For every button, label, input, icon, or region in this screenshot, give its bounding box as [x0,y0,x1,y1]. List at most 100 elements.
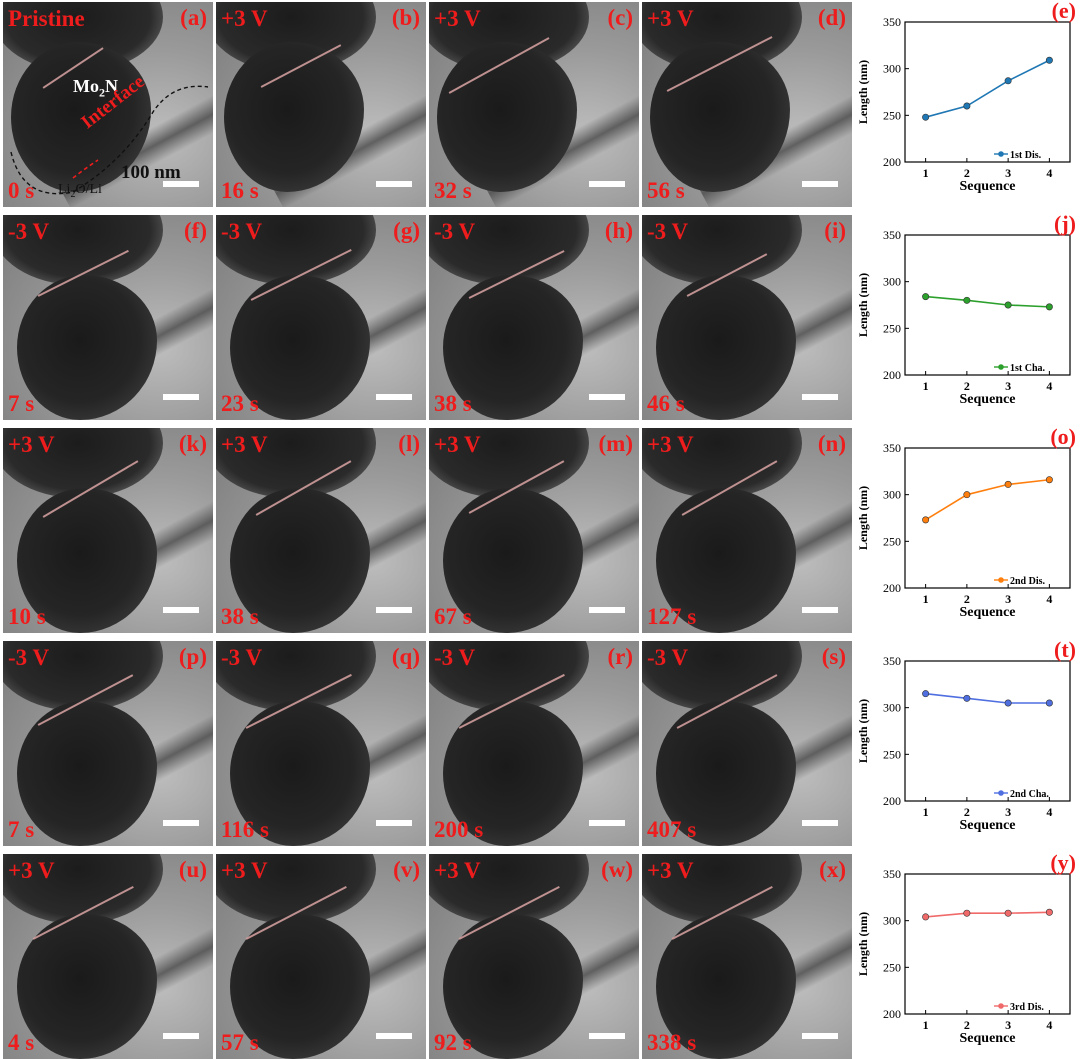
y-axis-label: Length (nm) [856,699,870,763]
chart-panel-letter: (y) [1050,854,1076,875]
x-tick-label: 4 [1046,592,1052,606]
voltage-label: +3 V [647,858,694,883]
data-point [1004,480,1012,488]
time-label: 407 s [647,817,697,842]
mo2n-particle [443,488,583,633]
scale-bar [802,820,838,826]
voltage-label: -3 V [647,219,689,244]
scale-bar [589,607,625,613]
y-tick-label: 350 [883,867,901,881]
data-point [1045,476,1053,484]
x-tick-label: 3 [1005,805,1011,819]
data-point [1004,909,1012,917]
x-tick-label: 3 [1005,166,1011,180]
panel-letter: (p) [178,644,207,669]
scale-bar [802,181,838,187]
voltage-label: +3 V [434,858,481,883]
time-label: 56 s [647,178,685,203]
x-tick-label: 2 [964,379,970,393]
voltage-label: -3 V [434,219,476,244]
panel-letter: (g) [393,218,420,243]
series-line [925,295,1050,308]
length-chart: 200 250 300 350 1 2 3 4 Sequence Length (nm) 1st D… [852,2,1080,207]
legend-marker [998,1003,1004,1009]
x-axis-label: Sequence [960,605,1016,620]
chart-svg: 200 250 300 350 1 2 3 4 Sequence Length (nm) 2nd C… [856,641,1076,833]
x-tick-label: 2 [964,1018,970,1032]
time-label: 200 s [434,817,484,842]
voltage-label: +3 V [221,6,268,31]
panel-letter: (d) [817,5,846,30]
x-tick-label: 1 [923,1018,929,1032]
scale-bar [376,1033,412,1039]
y-tick-label: 200 [883,794,901,808]
legend-label: 1st Cha. [1010,363,1046,374]
mo2n-particle [17,488,157,633]
chart-panel-letter: (j) [1054,215,1076,236]
panel-letter: (b) [391,5,420,30]
tem-panel: -3 V (h) 38 s [429,215,639,420]
tem-panel: +3 V (m) 67 s [429,428,639,633]
voltage-label: +3 V [221,432,268,457]
scale-bar [163,1033,199,1039]
time-label: 38 s [221,604,259,629]
tem-panel: +3 V (d) 56 s [642,2,852,207]
length-chart: 200 250 300 350 1 2 3 4 Sequence Length (nm) 2nd D… [852,428,1080,633]
y-tick-label: 300 [883,62,901,76]
data-point [1045,303,1053,311]
x-tick-label: 4 [1046,379,1052,393]
tem-panel: -3 V (i) 46 s [642,215,852,420]
data-point [922,516,930,524]
time-label: 4 s [8,1030,35,1055]
mo2n-particle [656,488,796,633]
panel-letter: (w) [601,857,633,882]
panel-letter: (l) [398,431,420,456]
panel-letter: (s) [821,644,846,669]
time-label: 57 s [221,1030,259,1055]
chart-svg: 200 250 300 350 1 2 3 4 Sequence Length (nm) 1st C… [856,215,1076,407]
material-label: Mo2N [73,76,118,100]
tem-panel: +3 V (n) 127 s [642,428,852,633]
mo2n-particle [437,42,577,192]
y-tick-label: 350 [883,654,901,668]
time-label: 127 s [647,604,697,629]
time-label: 32 s [434,178,472,203]
data-point [963,694,971,702]
scale-bar [589,820,625,826]
scale-bar [589,1033,625,1039]
scale-bar [376,394,412,400]
plot-frame [904,660,1071,802]
data-point [922,913,930,921]
scale-bar [376,607,412,613]
panel-letter: (h) [604,218,633,243]
x-tick-label: 1 [923,805,929,819]
panel-letter: (r) [607,644,633,669]
legend-label: 3rd Dis. [1010,1002,1044,1013]
length-chart: 200 250 300 350 1 2 3 4 Sequence Length (nm) 3rd D… [852,854,1080,1059]
tem-panel: -3 V (q) 116 s [216,641,426,846]
mo2n-particle [443,275,583,420]
y-tick-label: 300 [883,275,901,289]
x-tick-label: 1 [923,379,929,393]
x-axis-label: Sequence [960,818,1016,833]
panel-letter: (u) [178,857,207,882]
data-point [1004,301,1012,309]
panel-letter: (k) [178,431,207,456]
x-tick-label: 4 [1046,166,1052,180]
scale-bar [163,607,199,613]
length-chart: 200 250 300 350 1 2 3 4 Sequence Length (nm) 1st C… [852,215,1080,420]
time-label: 116 s [221,817,269,842]
mo2n-particle [230,701,370,846]
legend-label: 2nd Dis. [1010,576,1046,587]
x-tick-label: 1 [923,166,929,180]
mo2n-particle [17,701,157,846]
time-label: 7 s [8,391,35,416]
voltage-label: -3 V [221,645,263,670]
x-tick-label: 2 [964,592,970,606]
mo2n-particle [11,42,151,192]
legend-label: 2nd Cha. [1010,789,1049,800]
chart-svg: 200 250 300 350 1 2 3 4 Sequence Length (nm) 2nd D… [856,428,1076,620]
scale-bar [163,820,199,826]
mo2n-particle [230,914,370,1059]
mo2n-particle [656,275,796,420]
